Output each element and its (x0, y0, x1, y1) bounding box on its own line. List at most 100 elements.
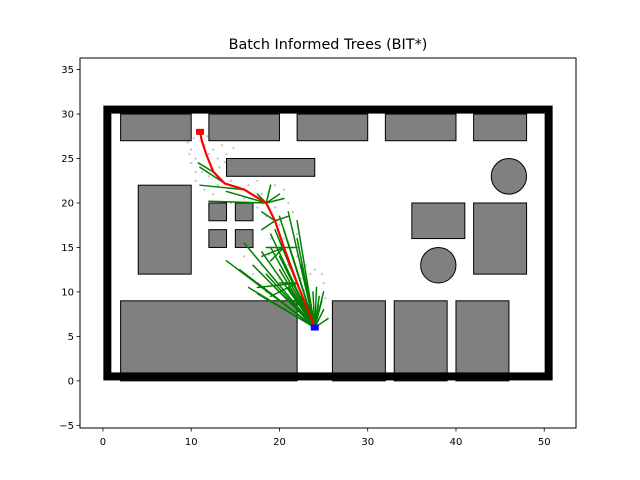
x-tick-label: 50 (538, 437, 551, 448)
sample-point (223, 160, 226, 164)
tree-edge (274, 215, 290, 222)
x-tick-label: 40 (450, 437, 463, 448)
x-tick-label: 20 (273, 437, 286, 448)
sample-point (225, 152, 228, 156)
sample-point (273, 206, 277, 209)
tree-edge (261, 211, 276, 222)
tree-edge (314, 304, 320, 329)
sample-point (194, 170, 197, 173)
sample-point (243, 197, 246, 200)
sample-point (212, 192, 215, 196)
y-axis: −5 0 5 10 15 20 25 30 35 (59, 65, 80, 432)
sample-point (205, 135, 209, 138)
tree-edge (256, 292, 316, 329)
sample-point (313, 268, 316, 271)
sample-point (207, 152, 210, 156)
tree-edge (265, 193, 281, 204)
boundary-layer (103, 105, 553, 381)
tree-edge (265, 184, 272, 204)
rect-obstacle (226, 158, 316, 177)
tree-edge (261, 246, 285, 258)
tree-edge (199, 184, 245, 191)
sample-point (192, 136, 195, 140)
y-tick-label: −5 (59, 421, 74, 432)
sample-point (194, 179, 197, 182)
rect-obstacle (208, 229, 228, 248)
sample-point (247, 184, 250, 187)
sample-point (282, 188, 285, 191)
sample-point (216, 184, 219, 187)
circle-obstacle (490, 158, 528, 195)
rect-obstacle (331, 300, 386, 382)
sample-point (260, 192, 263, 196)
sample-point (229, 179, 233, 182)
x-tick-label: 0 (100, 437, 106, 448)
sample-point (243, 255, 246, 258)
axes-frame (79, 57, 577, 429)
rect-obstacle (473, 113, 528, 142)
rect-obstacle (120, 300, 298, 382)
y-tick-label: 25 (61, 154, 74, 165)
rect-obstacle (234, 229, 254, 248)
sample-point (322, 281, 325, 285)
obstacles-layer (120, 113, 528, 382)
tree-edge (269, 282, 316, 329)
tree-edge (269, 246, 285, 262)
rect-obstacle (455, 300, 510, 382)
sample-point (188, 152, 191, 156)
start-marker (310, 324, 319, 331)
tree-edge (225, 190, 267, 204)
goal-marker (196, 128, 205, 135)
tree-edge (256, 282, 316, 329)
rect-obstacle (384, 113, 457, 142)
chart-title: Batch Informed Trees (BIT*) (229, 37, 428, 53)
sample-point (212, 148, 215, 151)
tree-edge (278, 268, 316, 329)
y-tick-label: 35 (61, 65, 74, 76)
sample-point (296, 233, 299, 236)
sample-point (300, 277, 303, 280)
tree-edge (208, 200, 267, 204)
sample-point (251, 273, 255, 276)
y-tick-label: 20 (61, 198, 74, 209)
path-layer (198, 130, 316, 329)
sample-point (194, 157, 197, 160)
sample-point (200, 170, 203, 173)
rect-obstacle (473, 202, 528, 275)
rect-obstacle (411, 202, 466, 240)
y-tick-label: 30 (61, 110, 74, 121)
y-tick-label: 15 (61, 243, 74, 254)
sample-point (232, 146, 235, 149)
sample-point (278, 224, 281, 227)
tree-edge (296, 220, 316, 329)
x-axis: 0 10 20 30 40 50 (100, 428, 551, 448)
sample-point (282, 237, 285, 240)
tree-edge (269, 282, 298, 298)
sample-point (273, 184, 277, 187)
sample-point (190, 161, 193, 165)
sample-point (320, 273, 323, 276)
sample-point (269, 237, 272, 240)
y-tick-label: 0 (68, 376, 74, 387)
sample-point (309, 273, 312, 276)
rect-obstacle (120, 113, 192, 142)
x-tick-label: 10 (185, 437, 198, 448)
rect-obstacle (234, 202, 254, 222)
rect-obstacle (296, 113, 369, 142)
tree-edge (265, 197, 285, 204)
y-tick-label: 10 (61, 287, 74, 298)
sample-point (207, 175, 210, 178)
sample-point (324, 297, 327, 300)
sample-point (216, 157, 219, 160)
circle-obstacle (420, 246, 457, 284)
tree-edge (312, 291, 316, 329)
sample-point (256, 179, 259, 182)
sample-point (220, 144, 224, 147)
sample-point (291, 210, 294, 213)
plot-area (103, 105, 553, 382)
tree-edge (197, 162, 215, 173)
sample-point (287, 201, 290, 205)
x-tick-label: 30 (361, 437, 374, 448)
sample-point (203, 188, 206, 191)
